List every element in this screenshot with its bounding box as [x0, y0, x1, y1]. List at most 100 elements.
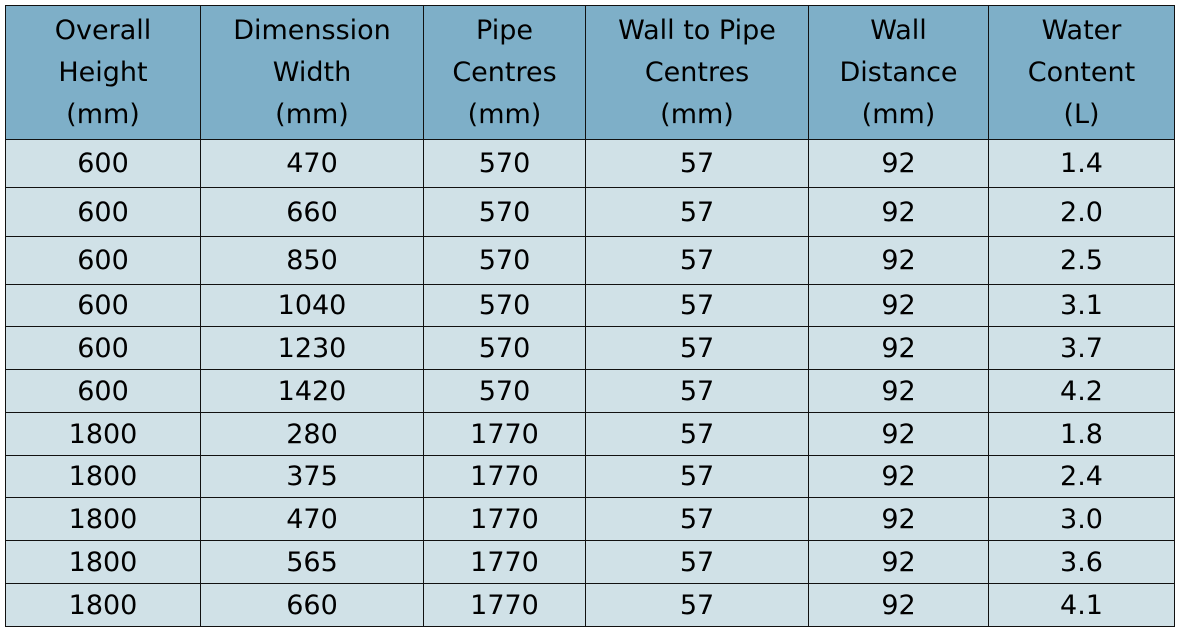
table-cell: 1800: [5, 497, 201, 541]
table-container: Overall Height (mm) Dimenssion Width (mm) Pipe…: [5, 5, 1175, 627]
header-text: Height: [58, 56, 148, 88]
table-cell: 1.8: [988, 412, 1175, 456]
table-cell: 57: [585, 284, 809, 327]
table-body: 600 470 570 57 92 1.4 600 660 570 57 92 2.0 600 850 57…: [5, 139, 1175, 627]
table-cell: 3.7: [988, 326, 1175, 370]
header-text: Distance: [839, 56, 958, 88]
table-cell: 2.0: [988, 187, 1175, 237]
header-text: Centres: [644, 56, 750, 88]
header-text: Water: [1041, 14, 1122, 46]
table-cell: 570: [423, 326, 586, 370]
table-row: 1800 280 1770 57 92 1.8: [5, 412, 1175, 456]
header-text: Width: [272, 56, 352, 88]
table-cell: 57: [585, 412, 809, 456]
table-cell: 92: [808, 583, 989, 627]
table-row: 600 470 570 57 92 1.4: [5, 139, 1175, 188]
table-cell: 570: [423, 236, 586, 285]
table-cell: 600: [5, 326, 201, 370]
header-cell: Dimenssion Width (mm): [200, 5, 424, 140]
table-cell: 57: [585, 326, 809, 370]
table-cell: 4.2: [988, 369, 1175, 413]
table-cell: 57: [585, 236, 809, 285]
table-cell: 850: [200, 236, 424, 285]
table-cell: 660: [200, 187, 424, 237]
table-cell: 3.1: [988, 284, 1175, 327]
table-cell: 470: [200, 139, 424, 188]
table-cell: 92: [808, 455, 989, 498]
header-text: Dimenssion: [233, 14, 391, 46]
header-cell: Wall to Pipe Centres (mm): [585, 5, 809, 140]
table-cell: 92: [808, 284, 989, 327]
table-cell: 57: [585, 497, 809, 541]
table-cell: 2.4: [988, 455, 1175, 498]
header-cell: Water Content (L): [988, 5, 1175, 140]
table-cell: 600: [5, 369, 201, 413]
table-row: 600 1040 570 57 92 3.1: [5, 284, 1175, 327]
table-cell: 1040: [200, 284, 424, 327]
table-cell: 570: [423, 187, 586, 237]
table-cell: 375: [200, 455, 424, 498]
table-row: 600 660 570 57 92 2.0: [5, 187, 1175, 237]
table-cell: 92: [808, 139, 989, 188]
table-cell: 1800: [5, 455, 201, 498]
header-text: Wall to Pipe: [618, 14, 776, 46]
table-row: 1800 660 1770 57 92 4.1: [5, 583, 1175, 627]
table-cell: 600: [5, 139, 201, 188]
table-cell: 92: [808, 326, 989, 370]
table-cell: 2.5: [988, 236, 1175, 285]
table-row: 1800 470 1770 57 92 3.0: [5, 497, 1175, 541]
table-row: 600 1230 570 57 92 3.7: [5, 326, 1175, 370]
header-text: Centres: [452, 56, 557, 88]
table-cell: 1800: [5, 540, 201, 584]
table-cell: 57: [585, 139, 809, 188]
table-cell: 92: [808, 369, 989, 413]
header-text: Overall: [54, 14, 152, 46]
table-cell: 3.0: [988, 497, 1175, 541]
table-cell: 1770: [423, 583, 586, 627]
header-cell: Overall Height (mm): [5, 5, 201, 140]
table-cell: 57: [585, 583, 809, 627]
table-cell: 1420: [200, 369, 424, 413]
header-text: (mm): [275, 98, 349, 130]
header-text: Wall: [870, 14, 927, 46]
table-cell: 660: [200, 583, 424, 627]
header-cell: Pipe Centres (mm): [423, 5, 586, 140]
table-cell: 3.6: [988, 540, 1175, 584]
table-cell: 570: [423, 284, 586, 327]
header-text: (mm): [861, 98, 936, 130]
table-cell: 280: [200, 412, 424, 456]
table-cell: 57: [585, 455, 809, 498]
table-cell: 600: [5, 236, 201, 285]
table-cell: 57: [585, 187, 809, 237]
table-row: 600 1420 570 57 92 4.2: [5, 369, 1175, 413]
table-cell: 565: [200, 540, 424, 584]
table-row: 1800 375 1770 57 92 2.4: [5, 455, 1175, 498]
header-text: (L): [1063, 98, 1100, 130]
table-cell: 57: [585, 540, 809, 584]
header-cell: Wall Distance (mm): [808, 5, 989, 140]
table-cell: 92: [808, 540, 989, 584]
table-cell: 1800: [5, 412, 201, 456]
table-cell: 570: [423, 369, 586, 413]
table-cell: 1770: [423, 412, 586, 456]
table-cell: 1800: [5, 583, 201, 627]
table-cell: 92: [808, 497, 989, 541]
table-cell: 4.1: [988, 583, 1175, 627]
table-cell: 57: [585, 369, 809, 413]
table-cell: 600: [5, 284, 201, 327]
table-cell: 1770: [423, 455, 586, 498]
header-text: Content: [1027, 56, 1136, 88]
table-cell: 1.4: [988, 139, 1175, 188]
header-text: (mm): [66, 98, 140, 130]
table-cell: 1770: [423, 540, 586, 584]
table-cell: 570: [423, 139, 586, 188]
table-cell: 92: [808, 187, 989, 237]
table-cell: 1770: [423, 497, 586, 541]
table-cell: 92: [808, 236, 989, 285]
spec-table: Overall Height (mm) Dimenssion Width (mm) Pipe…: [5, 5, 1175, 627]
table-row: 600 850 570 57 92 2.5: [5, 236, 1175, 285]
table-cell: 1230: [200, 326, 424, 370]
table-cell: 600: [5, 187, 201, 237]
header-row: Overall Height (mm) Dimenssion Width (mm) Pipe…: [5, 5, 1175, 140]
